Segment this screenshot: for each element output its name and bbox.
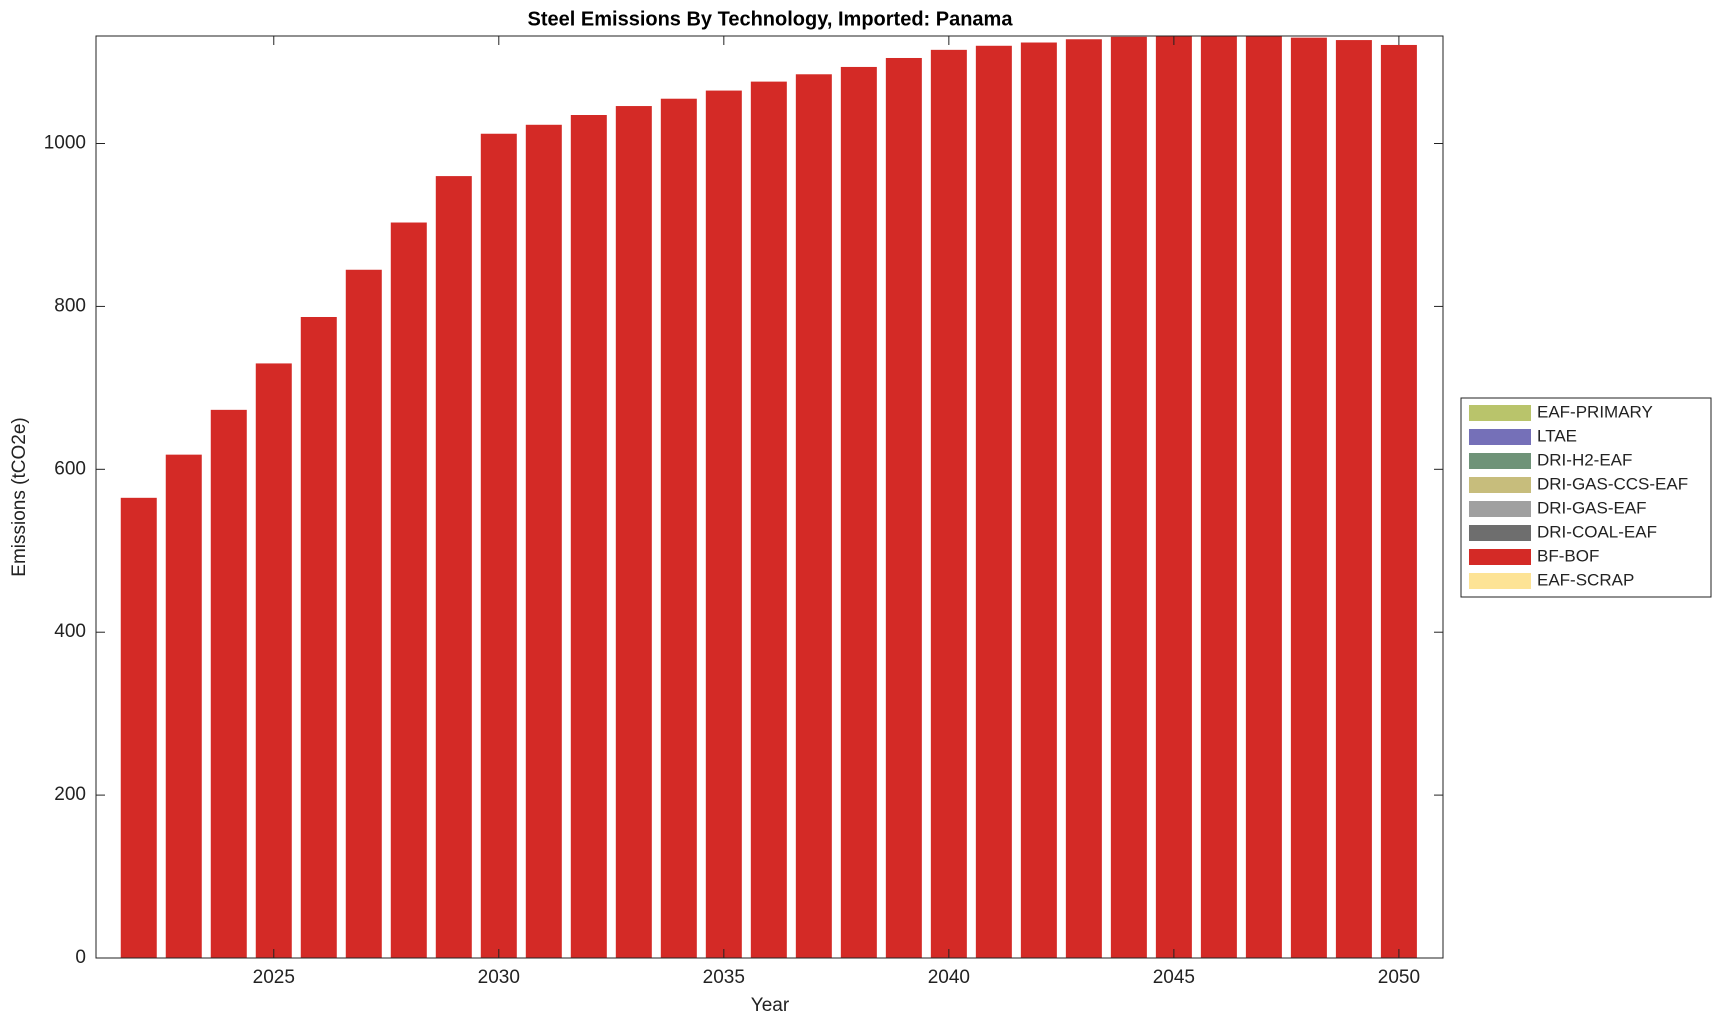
bar-segment — [1335, 40, 1372, 958]
bar-segment — [1020, 42, 1057, 958]
legend-label: BF-BOF — [1537, 546, 1599, 565]
y-tick-label: 600 — [54, 458, 86, 479]
y-tick-label: 0 — [75, 947, 86, 968]
bar-segment — [570, 115, 607, 958]
legend-label: EAF-SCRAP — [1537, 570, 1634, 589]
bar-segment — [345, 269, 382, 958]
x-tick-label: 2035 — [703, 967, 745, 988]
bar-segment — [705, 90, 742, 958]
legend-label: EAF-PRIMARY — [1537, 402, 1653, 421]
legend-label: DRI-H2-EAF — [1537, 450, 1632, 469]
x-axis-label: Year — [751, 995, 790, 1016]
legend-label: DRI-GAS-EAF — [1537, 498, 1647, 517]
bar-segment — [615, 106, 652, 958]
bars — [120, 36, 1417, 958]
bar-segment — [300, 316, 337, 958]
x-tick-label: 2050 — [1378, 967, 1420, 988]
bar-segment — [525, 124, 562, 958]
bar-segment — [930, 49, 967, 958]
bar-segment — [1155, 36, 1192, 958]
legend-swatch — [1469, 573, 1531, 589]
bar-segment — [210, 409, 247, 958]
legend-label: LTAE — [1537, 426, 1577, 445]
bar-segment — [1380, 44, 1417, 958]
legend-swatch — [1469, 501, 1531, 517]
bar-segment — [480, 133, 517, 958]
legend-swatch — [1469, 549, 1531, 565]
bar-segment — [1290, 37, 1327, 958]
bar-segment — [1245, 36, 1282, 958]
legend-swatch — [1469, 525, 1531, 541]
x-tick-label: 2040 — [928, 967, 970, 988]
legend-swatch — [1469, 405, 1531, 421]
bar-segment — [1110, 36, 1147, 958]
bar-segment — [120, 497, 157, 958]
y-tick-label: 1000 — [44, 133, 86, 154]
bar-segment — [975, 45, 1012, 958]
legend-swatch — [1469, 429, 1531, 445]
legend-swatch — [1469, 453, 1531, 469]
bar-segment — [1200, 36, 1237, 958]
y-axis-label: Emissions (tCO2e) — [9, 417, 30, 576]
bar-segment — [885, 57, 922, 958]
bar-segment — [1065, 39, 1102, 958]
bar-segment — [660, 98, 697, 958]
bar-segment — [165, 454, 202, 958]
legend-swatch — [1469, 477, 1531, 493]
legend-label: DRI-COAL-EAF — [1537, 522, 1657, 541]
bar-segment — [795, 74, 832, 958]
bar-segment — [750, 81, 787, 958]
bar-segment — [255, 363, 292, 958]
bar-segment — [840, 66, 877, 958]
legend-label: DRI-GAS-CCS-EAF — [1537, 474, 1688, 493]
y-tick-label: 200 — [54, 784, 86, 805]
plot-frame — [95, 35, 1444, 959]
y-tick-label: 800 — [54, 295, 86, 316]
bar-segment — [435, 176, 472, 958]
x-tick-label: 2025 — [253, 967, 295, 988]
x-tick-label: 2030 — [478, 967, 520, 988]
chart-title: Steel Emissions By Technology, Imported:… — [528, 8, 1014, 30]
x-tick-label: 2045 — [1153, 967, 1195, 988]
bar-segment — [390, 222, 427, 958]
y-tick-label: 400 — [54, 621, 86, 642]
